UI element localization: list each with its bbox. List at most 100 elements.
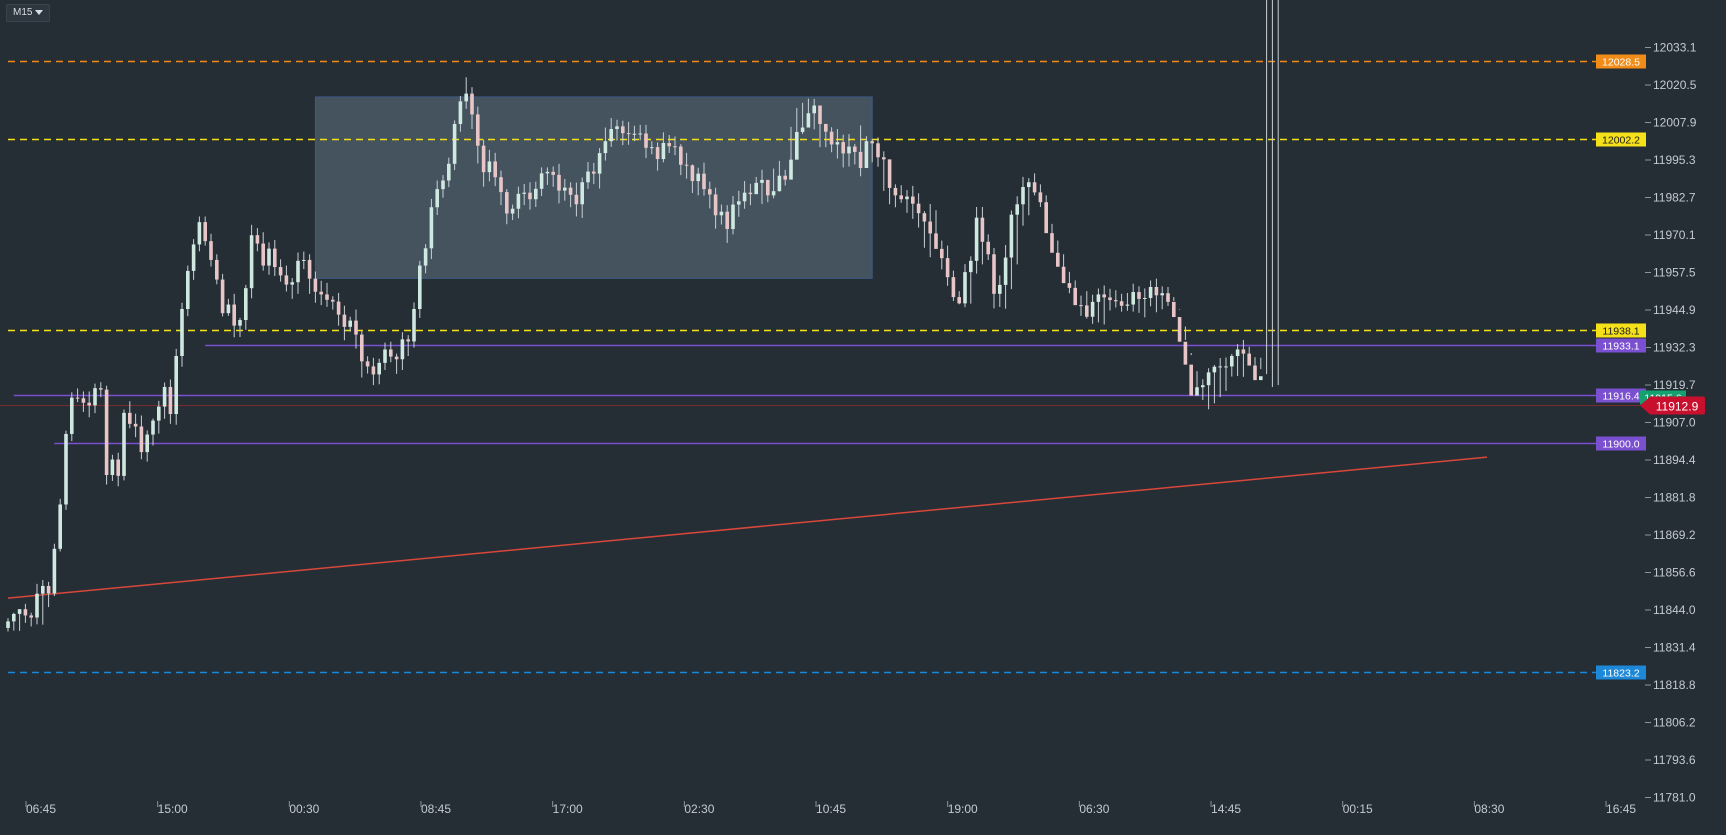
y-axis-label: 12007.9 bbox=[1653, 116, 1697, 130]
level-tag-11933.1[interactable] bbox=[1596, 338, 1646, 353]
timeframe-selector[interactable]: M15 bbox=[6, 4, 51, 22]
range-box[interactable] bbox=[314, 96, 873, 279]
level-tag-11823.2[interactable] bbox=[1596, 665, 1646, 680]
candle-body bbox=[621, 126, 625, 134]
current-price-tag[interactable] bbox=[1649, 396, 1705, 415]
candle-body bbox=[1027, 182, 1031, 188]
candle-body bbox=[87, 402, 91, 406]
candle-body bbox=[435, 189, 439, 208]
candle-body bbox=[261, 243, 265, 266]
candle-body bbox=[1108, 297, 1112, 301]
candle-body bbox=[122, 412, 126, 476]
candle-body bbox=[847, 146, 851, 154]
candle-body bbox=[162, 386, 167, 407]
candle-body bbox=[998, 284, 1002, 294]
candle-body bbox=[104, 389, 109, 476]
candle-body bbox=[655, 147, 660, 160]
candle-body bbox=[365, 361, 370, 367]
current-price-pointer bbox=[1640, 396, 1650, 415]
candle-body bbox=[1096, 294, 1101, 302]
candle-body bbox=[267, 248, 271, 266]
level-tag-12002.2[interactable] bbox=[1596, 132, 1646, 147]
candle-body bbox=[441, 180, 445, 190]
level-tag-11916.4[interactable] bbox=[1596, 388, 1646, 403]
x-axis-label: 16:45 bbox=[1606, 802, 1636, 816]
candle-body bbox=[1021, 187, 1025, 205]
y-axis-label: 11995.3 bbox=[1653, 153, 1696, 167]
candle-body bbox=[563, 187, 567, 191]
candle-body bbox=[957, 297, 961, 304]
candle-body bbox=[766, 179, 770, 196]
candle-body bbox=[75, 397, 80, 399]
candle-body bbox=[400, 339, 405, 360]
candle-body bbox=[1056, 252, 1060, 267]
candle-body bbox=[1148, 286, 1153, 298]
candle-body bbox=[1235, 349, 1240, 357]
y-axis-label: 11818.8 bbox=[1653, 678, 1696, 692]
x-axis-label: 17:00 bbox=[553, 802, 583, 816]
candle-body bbox=[864, 141, 869, 168]
level-tag-12028.5[interactable] bbox=[1596, 54, 1646, 69]
candle-body bbox=[1253, 365, 1257, 381]
y-axis-label: 11932.3 bbox=[1653, 341, 1696, 355]
candle-body bbox=[969, 260, 973, 273]
candle-body bbox=[568, 187, 573, 195]
candle-body bbox=[493, 161, 497, 178]
candle-body bbox=[313, 278, 318, 292]
candle-body bbox=[331, 299, 335, 302]
candle-body bbox=[650, 147, 654, 149]
y-axis-label: 12020.5 bbox=[1653, 78, 1697, 92]
candle-body bbox=[911, 196, 915, 204]
candle-body bbox=[499, 177, 503, 193]
level-tag-text: 11823.2 bbox=[1602, 668, 1639, 680]
y-axis-label: 11781.0 bbox=[1653, 791, 1696, 805]
y-axis-label: 11894.4 bbox=[1653, 453, 1696, 467]
candle-body bbox=[609, 129, 613, 142]
candle-body bbox=[853, 146, 857, 152]
candle-body bbox=[6, 621, 10, 628]
candle-body bbox=[1090, 301, 1095, 317]
candle-body bbox=[116, 459, 120, 476]
candle-body bbox=[371, 366, 376, 375]
y-axis-label: 11793.6 bbox=[1653, 753, 1696, 767]
candle-body bbox=[458, 101, 463, 124]
y-axis-label: 11869.2 bbox=[1653, 528, 1696, 542]
y-axis-label: 11957.5 bbox=[1653, 266, 1696, 280]
candle-body bbox=[1154, 286, 1159, 296]
candle-body bbox=[99, 388, 103, 390]
candle-body bbox=[667, 142, 671, 147]
candle-body bbox=[835, 142, 840, 145]
level-tag-11938.1[interactable] bbox=[1596, 323, 1646, 338]
candle-body bbox=[737, 201, 741, 205]
candle-body bbox=[1143, 297, 1147, 299]
candle-body bbox=[1125, 304, 1130, 306]
candle-body bbox=[806, 113, 811, 128]
candle-body bbox=[760, 179, 764, 183]
candle-body bbox=[1259, 376, 1263, 381]
candle-body bbox=[516, 193, 521, 209]
candle-body bbox=[476, 114, 480, 146]
candle-body bbox=[534, 188, 538, 200]
candle-body bbox=[1160, 293, 1164, 296]
candle-body bbox=[238, 320, 242, 326]
candle-body bbox=[302, 259, 306, 261]
candle-body bbox=[505, 192, 509, 214]
chevron-down-icon bbox=[35, 9, 44, 15]
candle-body bbox=[858, 151, 863, 168]
candle-body bbox=[1230, 356, 1234, 367]
candle-body bbox=[70, 397, 74, 434]
trend-line[interactable] bbox=[7, 456, 1488, 599]
candle-body bbox=[133, 423, 138, 427]
candle-body bbox=[296, 260, 300, 283]
current-price-text: 11912.9 bbox=[1656, 400, 1699, 414]
candle-body bbox=[226, 304, 231, 314]
candle-body bbox=[139, 426, 144, 453]
candle-body bbox=[197, 222, 202, 245]
candle-body bbox=[389, 349, 393, 357]
level-tag-11900.0[interactable] bbox=[1596, 436, 1646, 451]
candle-body bbox=[992, 254, 996, 294]
x-axis-label: 06:45 bbox=[26, 802, 56, 816]
candle-body bbox=[940, 248, 944, 259]
